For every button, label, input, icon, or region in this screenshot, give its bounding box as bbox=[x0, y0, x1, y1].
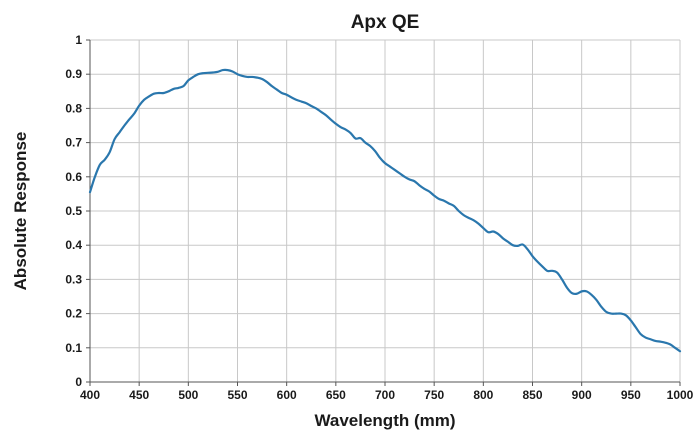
x-tick-label: 700 bbox=[375, 388, 395, 402]
y-tick-label: 0.7 bbox=[65, 136, 82, 150]
x-tick-label: 500 bbox=[178, 388, 198, 402]
y-tick-label: 0.6 bbox=[65, 170, 82, 184]
x-tick-label: 1000 bbox=[667, 388, 694, 402]
y-tick-label: 0.2 bbox=[65, 307, 82, 321]
x-axis-title: Wavelength (mm) bbox=[314, 411, 455, 430]
y-tick-label: 0.5 bbox=[65, 204, 82, 218]
chart-title: Apx QE bbox=[351, 12, 420, 33]
axes bbox=[86, 39, 681, 386]
y-axis-title: Absolute Response bbox=[11, 132, 30, 291]
y-tick-label: 0.9 bbox=[65, 67, 82, 81]
y-tick-label: 0.8 bbox=[65, 101, 82, 115]
x-tick-label: 600 bbox=[277, 388, 297, 402]
y-tick-label: 0.1 bbox=[65, 341, 82, 355]
x-tick-label: 400 bbox=[80, 388, 100, 402]
tick-labels: 400 450 500 550 600 650 700 750 800 850 900 950 1000… bbox=[65, 33, 693, 402]
y-tick-label: 0 bbox=[75, 375, 82, 389]
y-tick-label: 0.4 bbox=[65, 238, 82, 252]
x-tick-label: 550 bbox=[227, 388, 247, 402]
x-tick-label: 850 bbox=[522, 388, 542, 402]
x-tick-label: 450 bbox=[129, 388, 149, 402]
x-tick-label: 950 bbox=[621, 388, 641, 402]
x-tick-label: 650 bbox=[326, 388, 346, 402]
x-tick-label: 800 bbox=[473, 388, 493, 402]
grid-lines bbox=[89, 39, 681, 383]
series-line bbox=[88, 68, 682, 353]
x-tick-label: 900 bbox=[572, 388, 592, 402]
x-tick-label: 750 bbox=[424, 388, 444, 402]
y-tick-label: 0.3 bbox=[65, 272, 82, 286]
y-tick-label: 1 bbox=[75, 33, 82, 47]
series-layer bbox=[88, 68, 682, 353]
